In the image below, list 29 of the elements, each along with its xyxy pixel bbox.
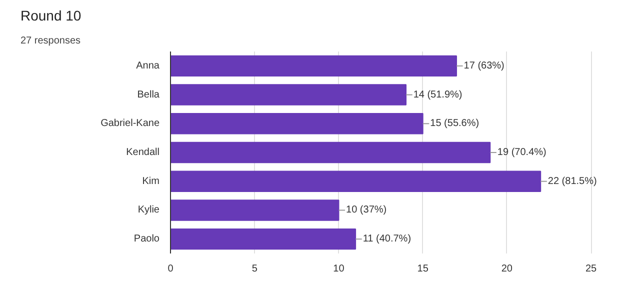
bar [170,113,424,134]
text: Round 10 [20,8,82,24]
x-tick-label: 25 [586,264,598,274]
y-tick-label: Bella [137,89,160,100]
bar [170,142,491,164]
bar [170,84,407,106]
y-tick-label: Kendall [126,147,160,158]
x-tick-label: 15 [417,264,429,274]
bar [170,228,356,250]
x-tick-label: 10 [333,264,345,274]
data-label: 14 (51.9%) [413,89,462,100]
bar [170,170,542,192]
y-tick-label: Gabriel-Kane [100,118,160,130]
data-label: 22 (81.5%) [548,176,597,187]
text: 27 responses [20,36,81,46]
x-tick-label: 20 [501,264,513,274]
y-tick-label: Kylie [138,204,160,216]
data-label: 15 (55.6%) [430,118,480,130]
data-label: 10 (37%) [346,204,387,216]
bar [170,200,340,221]
data-label: 19 (70.4%) [497,147,546,158]
data-label: 17 (63%) [464,60,504,72]
y-tick-label: Kim [142,176,160,187]
y-tick-label: Anna [136,60,160,72]
y-tick-label: Paolo [134,234,160,245]
data-label: 11 (40.7%) [362,234,412,245]
x-tick-label: 5 [252,264,258,274]
x-tick-label: 0 [168,264,174,274]
bar [170,55,457,77]
